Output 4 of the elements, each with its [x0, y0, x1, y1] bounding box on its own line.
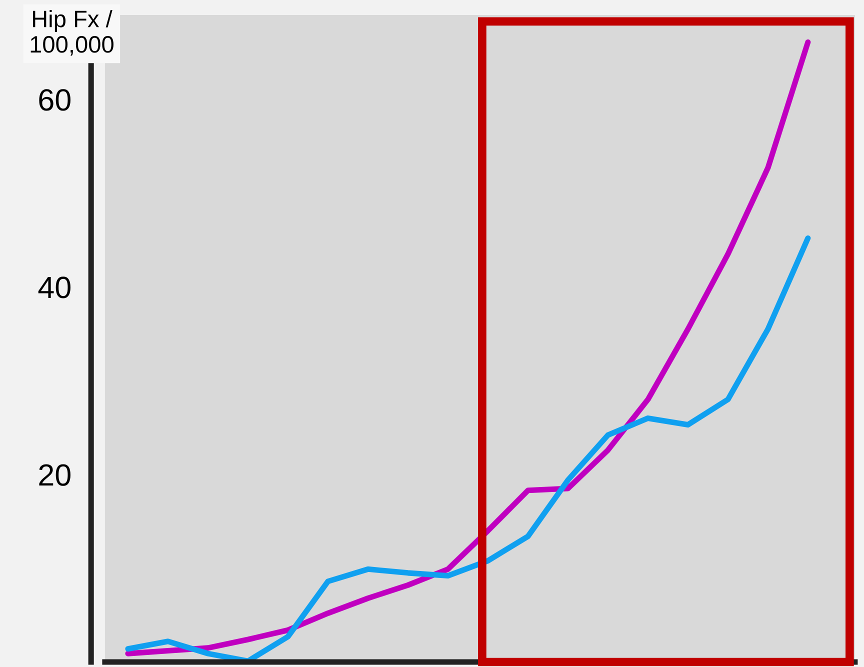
- y-axis-title: Hip Fx / 100,000: [30, 10, 114, 56]
- y-tick-label: 60: [39, 89, 70, 111]
- y-tick-label: 40: [38, 276, 70, 298]
- y-tick-label: 20: [39, 464, 70, 486]
